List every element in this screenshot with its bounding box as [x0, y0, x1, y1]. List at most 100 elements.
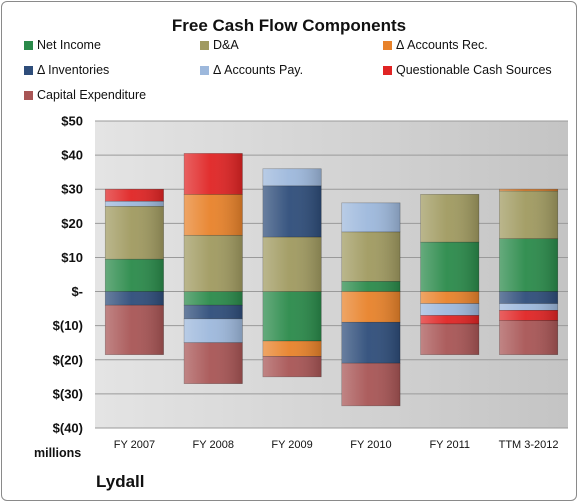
bar-shading [184, 153, 243, 195]
x-tick-label: FY 2007 [114, 439, 155, 451]
legend-item-6: Capital Expenditure [24, 88, 146, 102]
bar-shading [420, 323, 479, 355]
bar-shading [262, 291, 322, 342]
bar-shading [262, 341, 322, 357]
bar-shading [184, 291, 243, 306]
y-tick-label: $(20) [53, 352, 83, 367]
bar-shading [420, 194, 479, 243]
legend-swatch [24, 40, 33, 50]
legend-swatch [24, 65, 33, 75]
bar-shading [262, 168, 322, 186]
bar-shading [105, 201, 164, 207]
chart-title: Free Cash Flow Components [171, 16, 407, 35]
bar-shading [420, 291, 479, 304]
legend-swatch [24, 90, 33, 100]
bar-shading [341, 231, 401, 282]
bar-segment [499, 310, 559, 321]
bar-shading [262, 236, 322, 292]
bar-segment [262, 340, 322, 357]
company-name: Lydall [96, 472, 145, 491]
bar-segment [341, 362, 401, 407]
bar-shading [341, 322, 401, 364]
bar-segment [499, 303, 559, 311]
y-tick-label: $30 [61, 182, 83, 197]
bar-shading [499, 310, 558, 321]
bar-segment [420, 241, 480, 292]
legend-swatch [200, 65, 209, 75]
legend-swatch [383, 65, 392, 75]
legend-item-1: D&A [200, 38, 239, 52]
bar-segment [104, 205, 164, 260]
legend-swatch [383, 40, 392, 50]
bar-segment [341, 321, 401, 364]
x-tick-label: FY 2008 [193, 439, 234, 451]
bar-shading [184, 235, 243, 292]
bar-segment [183, 234, 243, 292]
bar-shading [262, 356, 322, 377]
bar-shading [341, 363, 401, 406]
bar-shading [262, 185, 322, 237]
legend-label: D&A [213, 38, 239, 52]
bar-shading [420, 303, 479, 316]
bar-shading [184, 318, 243, 343]
y-tick-label: $40 [61, 148, 83, 163]
bar-segment [183, 153, 243, 195]
bar-segment [104, 200, 164, 207]
bar-segment [420, 194, 480, 243]
bar-shading [499, 190, 558, 239]
y-tick-label: $(30) [53, 386, 83, 401]
bar-shading [184, 342, 243, 384]
bar-segment [420, 323, 480, 355]
x-tick-label: TTM 3-2012 [499, 439, 559, 451]
bar-shading [499, 291, 558, 304]
bar-segment [262, 356, 322, 378]
units-label: millions [34, 446, 82, 460]
bar-segment [262, 168, 322, 187]
bar-segment [262, 185, 322, 238]
legend-label: Questionable Cash Sources [396, 63, 552, 77]
legend-item-3: Δ Inventories [24, 63, 109, 77]
bar-shading [105, 291, 164, 306]
legend-label: Δ Accounts Pay. [213, 63, 304, 77]
bar-shading [184, 194, 243, 236]
x-tick-label: FY 2009 [271, 439, 312, 451]
bar-shading [499, 320, 558, 355]
bar-shading [499, 238, 558, 292]
bar-segment [183, 304, 243, 320]
bar-segment [499, 291, 559, 304]
bar-segment [341, 231, 401, 282]
y-tick-label: $- [71, 284, 83, 299]
bar-shading [184, 305, 243, 319]
bar-segment [341, 202, 401, 233]
bar-segment [183, 342, 243, 384]
y-tick-label: $(40) [53, 421, 83, 436]
bar-segment [499, 238, 559, 292]
legend-label: Capital Expenditure [37, 88, 147, 102]
bar-shading [341, 202, 401, 232]
bar-segment [183, 194, 243, 236]
bar-shading [105, 189, 164, 202]
bar-segment [420, 315, 480, 325]
bar-segment [420, 303, 480, 316]
legend-swatch [200, 40, 209, 50]
bar-segment [183, 318, 243, 344]
bar-shading [420, 315, 479, 324]
bar-shading [420, 242, 479, 292]
bar-shading [105, 259, 164, 292]
bar-segment [104, 304, 164, 355]
legend-label: Δ Inventories [37, 63, 110, 77]
bar-segment [499, 190, 559, 239]
bar-segment [499, 188, 559, 192]
bar-segment [104, 291, 164, 306]
x-tick-label: FY 2011 [429, 439, 470, 451]
legend-label: Δ Accounts Rec. [396, 38, 488, 52]
bar-shading [341, 281, 401, 292]
legend-label: Net Income [37, 38, 101, 52]
bar-shading [105, 206, 164, 260]
bar-segment [341, 291, 401, 323]
bar-segment [104, 188, 164, 202]
y-tick-label: $10 [61, 250, 83, 265]
legend-item-5: Questionable Cash Sources [383, 63, 552, 77]
